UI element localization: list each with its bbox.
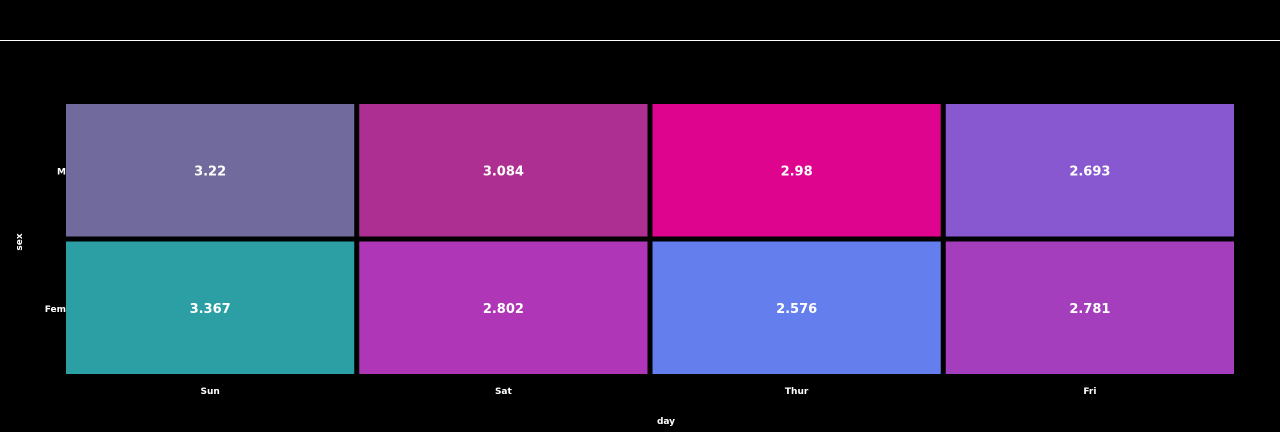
x-tick-label: Sun [200, 387, 219, 397]
cell-value-label: 2.693 [1069, 164, 1110, 179]
heatmap-cell-m-sat [359, 104, 648, 237]
cell-value-label: 2.98 [781, 164, 813, 179]
cell-value-label: 2.781 [1069, 302, 1110, 317]
y-axis-ticks: M Fem [45, 167, 66, 315]
top-divider-line [0, 40, 1280, 41]
heatmap-cell-fem-fri [945, 241, 1234, 374]
heatmap-cell-fem-thur [652, 241, 941, 374]
x-tick-label: Fri [1083, 387, 1096, 397]
x-axis-title: day [657, 417, 675, 427]
y-tick-label: Fem [45, 305, 66, 315]
cell-value-label: 3.084 [483, 164, 524, 179]
x-axis-ticks: Sun Sat Thur Fri [200, 387, 1096, 397]
cell-value-label: 3.367 [190, 302, 231, 317]
heatmap-cell-fem-sat [359, 241, 648, 374]
y-axis-title: sex [15, 233, 25, 250]
heatmap-cell-m-thur [652, 104, 941, 237]
heatmap-cell-m-sun [66, 104, 355, 237]
heatmap-cell-labels: 3.22 3.084 2.98 2.693 3.367 2.802 2.576 2.781 [190, 164, 1111, 317]
x-tick-label: Sat [495, 387, 513, 397]
cell-value-label: 2.576 [776, 302, 817, 317]
x-tick-label: Thur [785, 387, 809, 397]
cell-value-label: 3.22 [194, 164, 226, 179]
heatmap-cell-m-fri [945, 104, 1234, 237]
cell-value-label: 2.802 [483, 302, 524, 317]
y-tick-label: M [57, 167, 66, 177]
heatmap-cell-fem-sun [66, 241, 355, 374]
heatmap-cells [66, 104, 1234, 374]
